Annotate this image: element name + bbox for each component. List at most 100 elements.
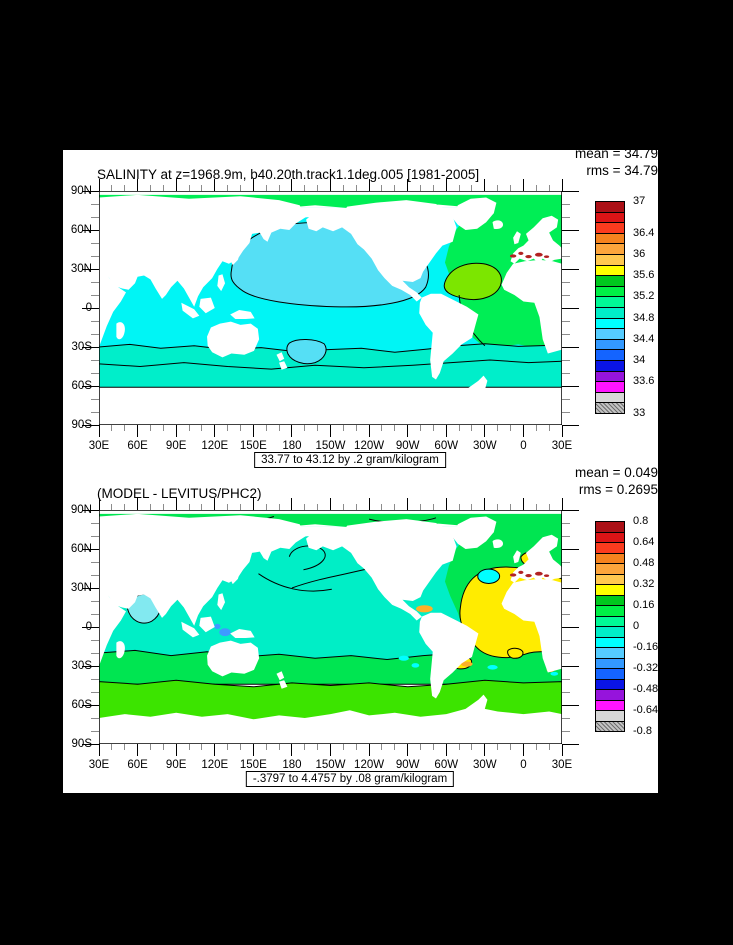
lat-minor-tick [562,574,570,576]
lon-minor-tick [535,425,537,431]
lon-major-tick [98,498,100,510]
lon-tick-label: 90W [395,759,420,771]
lon-minor-tick [304,185,306,191]
lon-major-tick [291,179,293,191]
colorbar-label: 35.2 [633,290,655,303]
lon-minor-tick [304,425,306,431]
lon-minor-tick [149,504,151,510]
lon-major-tick [214,179,216,191]
lon-minor-tick [471,744,473,750]
lat-minor-tick [91,320,99,322]
lat-tick-label: 30S [71,341,92,353]
lat-minor-tick [91,574,99,576]
panel1-stats: mean = 34.79 rms = 34.79 [575,146,658,179]
lon-tick-label: 30E [551,759,573,771]
lon-minor-tick [111,744,113,750]
lat-minor-tick [91,639,99,641]
lon-minor-tick [317,744,319,750]
lon-major-tick [252,498,254,510]
lon-minor-tick [394,425,396,431]
lon-minor-tick [381,185,383,191]
lon-minor-tick [458,744,460,750]
lon-major-tick [330,179,331,191]
lat-minor-tick [562,613,570,615]
lon-major-tick [137,179,139,191]
lat-major-tick [562,424,579,426]
lon-major-tick [98,425,100,437]
lon-minor-tick [188,185,190,191]
lat-minor-tick [562,216,570,218]
lon-major-tick [291,498,293,510]
lat-tick-label: 90N [70,185,92,197]
lon-minor-tick [458,504,460,510]
lon-major-tick [445,744,447,756]
lon-minor-tick [239,504,241,510]
lon-minor-tick [162,504,164,510]
lat-tick-label: 0 [85,621,92,633]
lon-minor-tick [420,504,422,510]
lon-major-tick [214,744,216,756]
lon-minor-tick [304,504,306,510]
colorbar-box [595,402,625,414]
lon-minor-tick [458,425,460,431]
lat-major-tick [82,704,99,706]
lat-major-tick [562,268,579,270]
lat-minor-tick [91,691,99,693]
lon-tick-label: 150W [315,440,346,452]
lon-major-tick [137,744,139,756]
lon-major-tick [484,179,486,191]
lat-major-tick [82,743,99,745]
lon-tick-label: 60W [434,440,459,452]
lon-minor-tick [227,744,229,750]
lat-minor-tick [562,717,570,719]
lon-minor-tick [111,425,113,431]
lat-minor-tick [91,281,99,283]
lat-minor-tick [91,561,99,563]
lon-tick-label: 90W [395,440,420,452]
lat-major-tick [82,268,99,270]
lon-minor-tick [535,744,537,750]
lat-minor-tick [91,522,99,524]
lon-minor-tick [497,185,499,191]
lat-minor-tick [91,717,99,719]
lat-major-tick [82,190,99,192]
lon-minor-tick [381,425,383,431]
lon-minor-tick [278,744,280,750]
lat-major-tick [82,587,99,589]
lon-minor-tick [355,185,357,191]
lon-minor-tick [342,744,344,750]
lon-major-tick [252,425,254,437]
lat-minor-tick [91,398,99,400]
lon-tick-label: 30W [473,440,497,452]
lon-major-tick [522,179,524,191]
lon-tick-label: 120E [201,759,229,771]
lon-major-tick [561,425,563,437]
colorbar-label: 0.16 [633,599,655,611]
lon-minor-tick [471,504,473,510]
lat-major-tick [562,704,579,706]
lon-minor-tick [239,744,241,750]
lat-minor-tick [562,652,570,654]
lon-major-tick [368,179,370,191]
colorbar-label: 0.48 [633,557,655,569]
lat-major-tick [562,587,579,589]
panel2-map [99,510,562,744]
lat-minor-tick [562,639,570,641]
lon-tick-label: 30E [88,440,110,452]
lat-minor-tick [91,730,99,732]
lon-minor-tick [432,744,434,750]
lon-minor-tick [548,744,550,750]
lon-tick-label: 60E [127,440,148,452]
colorbar-label: 0.32 [633,578,655,590]
lat-tick-label: 90S [71,419,92,431]
lon-minor-tick [124,425,126,431]
lat-tick-label: 0 [85,302,92,314]
lon-tick-label: 30W [473,759,497,771]
lat-minor-tick [562,678,570,680]
lon-major-tick [561,179,563,191]
lon-major-tick [98,744,100,756]
lat-minor-tick [91,294,99,296]
lat-tick-label: 30N [70,263,92,275]
lat-minor-tick [562,398,570,400]
lat-major-tick [82,307,99,309]
